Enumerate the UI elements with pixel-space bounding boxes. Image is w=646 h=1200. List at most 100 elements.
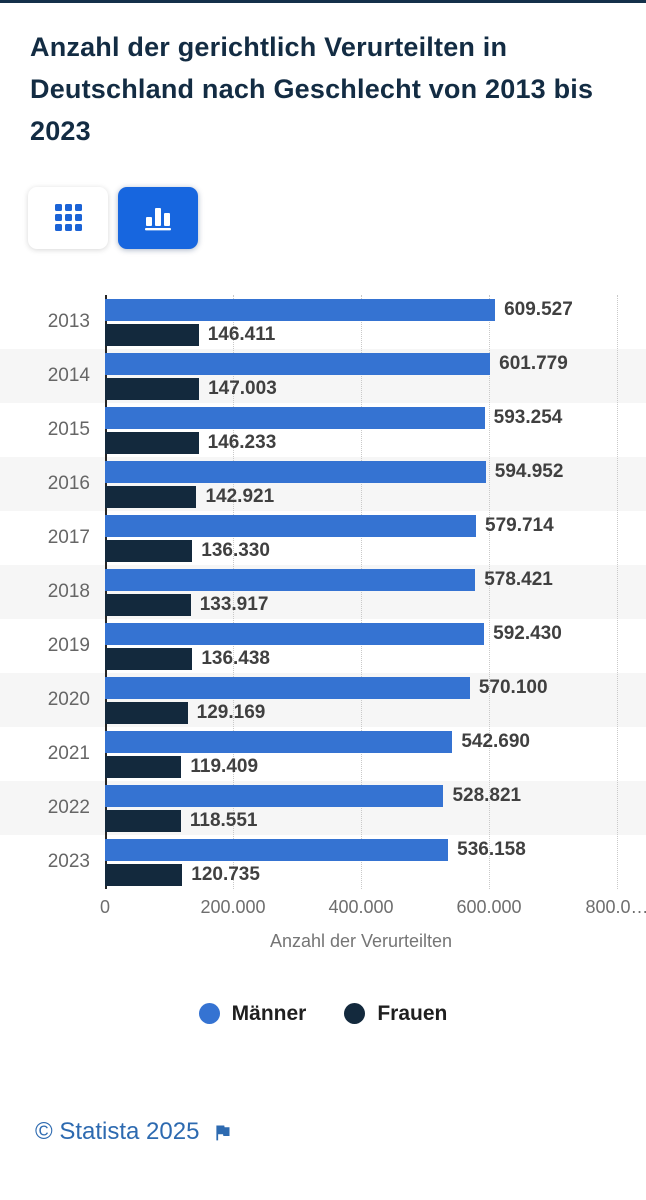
- bars-group: 601.779 147.003: [105, 349, 646, 403]
- bar-line: 593.254: [105, 406, 646, 429]
- bar-line: 592.430: [105, 622, 646, 645]
- bar-männer[interactable]: [105, 406, 485, 429]
- bar-männer[interactable]: [105, 568, 476, 591]
- value-label: 594.952: [494, 460, 564, 482]
- legend-dot: [344, 1003, 366, 1025]
- value-label: 578.421: [484, 568, 553, 590]
- x-tick-label: 400.000: [328, 896, 394, 917]
- bar-männer[interactable]: [105, 784, 444, 807]
- year-label: 2015: [47, 418, 90, 440]
- bar-line: 129.169: [105, 701, 646, 724]
- bar-frauen[interactable]: [105, 593, 191, 616]
- bar-line: 147.003: [105, 377, 646, 400]
- year-label: 2022: [47, 796, 90, 818]
- report-flag-icon[interactable]: [212, 1122, 233, 1143]
- chart-row-2020: 2020 570.100 129.169: [0, 672, 646, 727]
- value-label: 119.409: [190, 755, 259, 777]
- chart-title: Anzahl der gerichtlich Verurteilten in D…: [30, 32, 594, 146]
- year-label: 2021: [47, 742, 90, 764]
- value-label: 542.690: [461, 730, 530, 752]
- bar-line: 579.714: [105, 514, 646, 537]
- value-label: 528.821: [452, 784, 522, 806]
- bar-line: 120.735: [105, 863, 646, 886]
- bar-line: 136.330: [105, 539, 646, 562]
- value-label: 592.430: [493, 622, 562, 644]
- chart-row-2015: 2015 593.254 146.233: [0, 403, 646, 457]
- bar-line: 146.411: [105, 323, 646, 346]
- chart-row-2017: 2017 579.714 136.330: [0, 511, 646, 565]
- value-label: 570.100: [478, 676, 548, 698]
- bar-line: 601.779: [105, 352, 646, 375]
- year-label: 2014: [47, 364, 90, 386]
- bar-line: 594.952: [105, 460, 646, 483]
- bar-chart-icon: [145, 207, 171, 230]
- year-label: 2019: [47, 634, 90, 656]
- footer: © Statista 2025: [35, 1118, 233, 1146]
- x-tick-label: 0: [99, 896, 111, 917]
- chart-row-2013: 2013 609.527 146.411: [0, 295, 646, 349]
- bars-group: 593.254 146.233: [105, 403, 646, 457]
- legend-item-männer[interactable]: Männer: [198, 1001, 307, 1026]
- bar-frauen[interactable]: [105, 377, 200, 400]
- bar-line: 528.821: [105, 784, 646, 807]
- x-tick-label: 200.000: [200, 896, 266, 917]
- bar-frauen[interactable]: [105, 539, 193, 562]
- x-axis-ticks: 0 200.000 400.000 600.000 800.0…: [0, 897, 646, 925]
- value-label: 118.551: [189, 809, 258, 831]
- gridline: [489, 294, 490, 889]
- chart-row-2018: 2018 578.421 133.917: [0, 564, 646, 619]
- statista-copyright-link[interactable]: © Statista 2025: [35, 1118, 200, 1145]
- bar-frauen[interactable]: [105, 809, 181, 832]
- bar-line: 542.690: [105, 730, 646, 753]
- value-label: 147.003: [208, 377, 277, 399]
- bar-männer[interactable]: [105, 352, 491, 375]
- bar-frauen[interactable]: [105, 755, 182, 778]
- chart-row-2022: 2022 528.821 118.551: [0, 780, 646, 835]
- value-label: 579.714: [485, 514, 554, 536]
- table-grid-icon: [54, 204, 82, 232]
- bar-frauen[interactable]: [105, 701, 188, 724]
- year-label: 2020: [47, 688, 90, 710]
- value-label: 593.254: [493, 406, 563, 428]
- bar-männer[interactable]: [105, 676, 470, 699]
- legend-item-frauen[interactable]: Frauen: [344, 1002, 447, 1026]
- year-label: 2013: [47, 310, 90, 332]
- bar-männer[interactable]: [105, 514, 477, 537]
- bars-group: 578.421 133.917: [105, 565, 646, 619]
- value-label: 142.921: [205, 485, 275, 507]
- bar-frauen[interactable]: [105, 431, 199, 454]
- value-label: 129.169: [196, 701, 266, 723]
- bar-line: 118.551: [105, 809, 646, 832]
- bar-line: 133.917: [105, 593, 646, 616]
- bars-group: 609.527 146.411: [105, 295, 646, 349]
- bar-line: 609.527: [105, 298, 646, 321]
- table-view-button[interactable]: [28, 186, 108, 249]
- year-label: 2023: [47, 850, 90, 872]
- bar-männer[interactable]: [105, 838, 449, 861]
- gridline: [233, 294, 234, 889]
- bar-frauen[interactable]: [105, 323, 199, 346]
- value-label: 146.233: [207, 431, 277, 453]
- bar-line: 536.158: [105, 838, 646, 861]
- bars-group: 592.430 136.438: [105, 619, 646, 673]
- bars-group: 594.952 142.921: [105, 457, 646, 511]
- bar-männer[interactable]: [105, 298, 496, 321]
- value-label: 536.158: [457, 838, 526, 860]
- year-label: 2016: [47, 472, 90, 494]
- bar-männer[interactable]: [105, 730, 453, 753]
- bars-group: 542.690 119.409: [105, 727, 646, 781]
- chart-row-2014: 2014 601.779 147.003: [0, 348, 646, 403]
- legend-dot: [198, 1003, 220, 1025]
- bar-männer[interactable]: [105, 622, 485, 645]
- legend-label: Männer: [231, 1001, 307, 1025]
- bar-frauen[interactable]: [105, 863, 183, 886]
- bar-frauen[interactable]: [105, 485, 197, 508]
- y-axis-line: [105, 294, 107, 889]
- bar-frauen[interactable]: [105, 647, 193, 670]
- legend: Männer Frauen: [0, 1002, 646, 1026]
- bar-männer[interactable]: [105, 460, 486, 483]
- x-tick-label: 800.0…: [585, 896, 646, 917]
- chart-view-button[interactable]: [118, 186, 198, 249]
- year-label: 2018: [47, 580, 90, 602]
- value-label: 136.438: [201, 647, 270, 669]
